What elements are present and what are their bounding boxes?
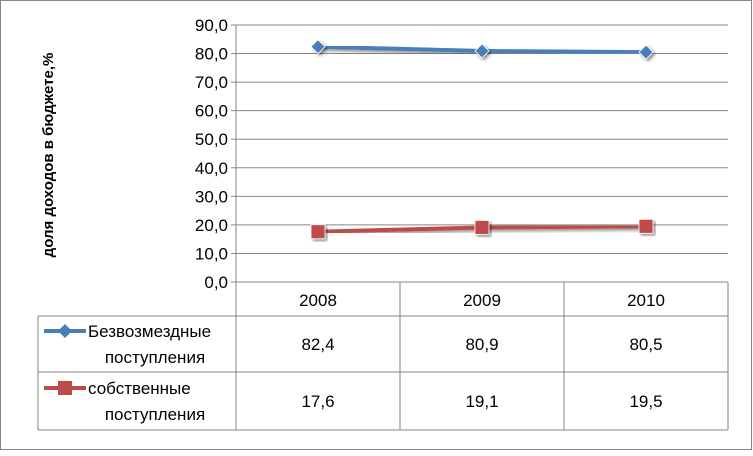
data-point-diamond	[310, 39, 326, 55]
x-category-label: 2009	[463, 291, 501, 310]
data-point-diamond	[638, 44, 654, 60]
y-tick-label: 70,0	[195, 73, 228, 92]
y-axis: 0,0 10,0 20,0 30,0 40,0 50,0 60,0 70,0 80,0 90,0	[195, 16, 237, 292]
table-value: 80,5	[629, 335, 662, 354]
series-lines	[310, 39, 654, 240]
data-point-diamond	[474, 43, 490, 59]
table-value: 17,6	[301, 392, 334, 411]
x-category-label: 2010	[627, 291, 665, 310]
table-value: 19,5	[629, 392, 662, 411]
table-value: 82,4	[301, 335, 334, 354]
data-table: 2008 2009 2010 Безвозмездные поступления 82,4…	[37, 281, 729, 431]
legend-label: поступления	[105, 405, 205, 424]
y-tick-label: 40,0	[195, 159, 228, 178]
data-point-square	[310, 224, 326, 240]
y-tick-label: 90,0	[195, 16, 228, 35]
legend-label: поступления	[105, 348, 205, 367]
table-value: 19,1	[465, 392, 498, 411]
data-point-square	[638, 218, 654, 234]
y-tick-label: 60,0	[195, 102, 228, 121]
y-axis-title: доля доходов в бюджете,%	[40, 53, 57, 258]
legend-label: собственные	[88, 379, 191, 398]
table-value: 80,9	[465, 335, 498, 354]
y-tick-label: 30,0	[195, 187, 228, 206]
y-tick-label: 80,0	[195, 45, 228, 64]
y-tick-label: 10,0	[195, 244, 228, 263]
legend-key-marker	[58, 381, 72, 395]
legend-label: Безвозмездные	[88, 322, 211, 341]
y-tick-label: 50,0	[195, 130, 228, 149]
legend-key-marker	[58, 324, 72, 338]
y-tick-label: 0,0	[204, 273, 228, 292]
y-tick-label: 20,0	[195, 216, 228, 235]
x-category-label: 2008	[299, 291, 337, 310]
data-point-square	[474, 220, 490, 235]
